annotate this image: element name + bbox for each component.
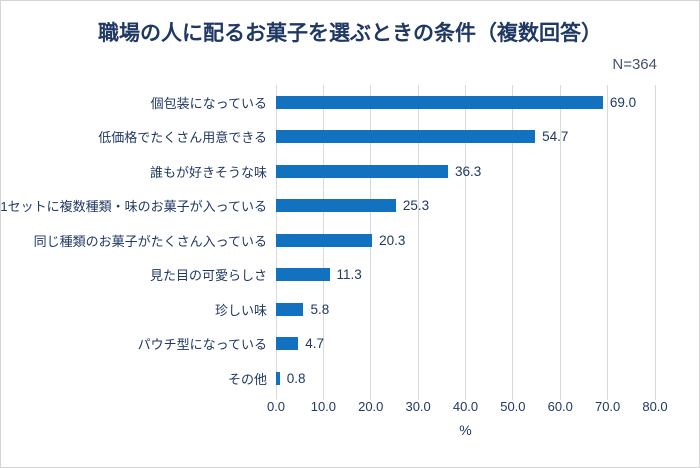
plot-area: 69.0 54.7 36.3 25.3 20.3 11.3 5.8 4.7 0.8 <box>275 85 656 400</box>
category-label: 1セットに複数種類・味のお菓子が入っている <box>0 199 267 215</box>
bar <box>276 233 373 247</box>
gridline <box>559 85 561 400</box>
value-label: 69.0 <box>609 94 637 110</box>
x-axis-tick: 50.0 <box>500 399 526 414</box>
category-label: 低価格でたくさん用意できる <box>98 130 267 146</box>
bar <box>276 199 396 213</box>
bar <box>276 268 330 282</box>
category-axis: 個包装になっている低価格でたくさん用意できる誰もが好きそうな味 1セットに複数種類… <box>0 85 276 396</box>
x-axis-tick: 80.0 <box>642 399 668 414</box>
bar <box>276 130 536 144</box>
bar <box>276 95 603 109</box>
x-axis-tick: 40.0 <box>452 399 479 414</box>
x-axis-tick: 70.0 <box>594 399 621 414</box>
bar-row: 69.0 <box>276 85 655 120</box>
gridline <box>465 85 466 400</box>
x-axis-tick: 20.0 <box>358 399 384 414</box>
bar <box>276 164 448 178</box>
value-label: 54.7 <box>542 129 569 145</box>
value-label: 11.3 <box>336 267 362 283</box>
bar-row: 11.3 <box>276 258 655 293</box>
value-label: 25.3 <box>402 198 430 214</box>
x-axis-title-row: % <box>276 422 655 440</box>
value-label: 20.3 <box>379 232 406 248</box>
category-label: 見た目の可愛らしさ <box>149 268 267 284</box>
bar-row: 4.7 <box>276 327 655 362</box>
category-label: パウチ型になっている <box>137 337 267 353</box>
x-axis-tick: 60.0 <box>547 399 573 414</box>
bar-series: 69.0 54.7 36.3 25.3 20.3 11.3 5.8 4.7 0.8 <box>276 85 655 396</box>
bar-row: 20.3 <box>276 223 655 258</box>
x-axis-title: % <box>459 422 472 438</box>
bar-row: 36.3 <box>276 154 655 189</box>
bar-row: 5.8 <box>276 292 655 327</box>
gridline <box>607 85 609 400</box>
x-axis-tick: 0.0 <box>266 399 286 414</box>
bar-row: 25.3 <box>276 189 655 224</box>
bar-row: 54.7 <box>276 120 655 155</box>
bar-chart: 個包装になっている低価格でたくさん用意できる誰もが好きそうな味 1セットに複数種類… <box>0 85 656 400</box>
value-label: 4.7 <box>305 336 325 352</box>
bar <box>276 337 299 351</box>
category-label: 同じ種類のお菓子がたくさん入っている <box>33 233 267 249</box>
x-axis-tick: 30.0 <box>405 399 431 414</box>
x-axis-tick: 10.0 <box>310 399 337 414</box>
x-axis-ticks: 0.0 10.0 20.0 30.0 40.0 50.0 60.0 70.0 80.0 <box>267 399 668 415</box>
bar-row: 0.8 <box>276 361 655 396</box>
category-label: 誰もが好きそうな味 <box>149 164 267 180</box>
bar <box>276 302 304 316</box>
sample-size-label: N=364 <box>612 56 657 73</box>
category-label: その他 <box>227 371 267 387</box>
category-label: 個包装になっている <box>150 95 267 111</box>
gridline <box>512 85 514 400</box>
bar <box>276 371 280 385</box>
gridline <box>417 85 419 400</box>
value-label: 5.8 <box>310 301 330 317</box>
gridline <box>654 85 656 400</box>
chart-title: 職場の人に配るお菓子を選ぶときの条件（複数回答） <box>98 22 602 45</box>
category-label: 珍しい味 <box>214 302 267 318</box>
value-label: 36.3 <box>454 163 482 179</box>
value-label: 0.8 <box>286 370 306 386</box>
